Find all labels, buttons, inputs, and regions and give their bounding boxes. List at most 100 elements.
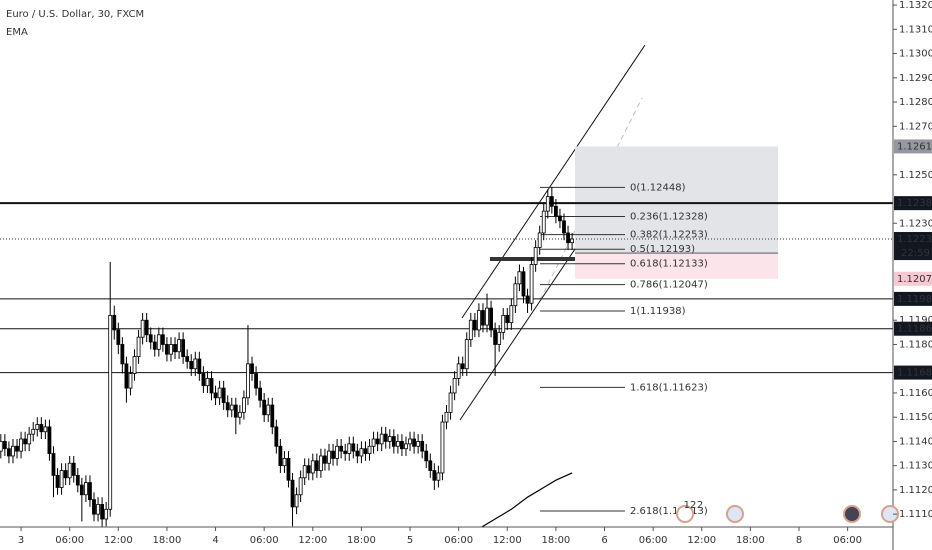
candle-body xyxy=(136,336,141,357)
price-label-box xyxy=(894,196,932,211)
candle-body xyxy=(51,453,56,476)
candle-body xyxy=(298,477,303,496)
candle-body xyxy=(359,448,364,457)
candle-body xyxy=(339,445,344,452)
candle-body xyxy=(489,307,493,331)
candle-body xyxy=(509,305,514,324)
price-label: 1.12235 xyxy=(897,234,932,245)
x-tick-label: 4 xyxy=(212,535,218,546)
y-tick-label: 1.11200 xyxy=(899,485,932,496)
y-tick-label: 1.12900 xyxy=(899,73,932,84)
candle-body xyxy=(197,358,202,374)
fib-label: 0.382(1.12253) xyxy=(630,230,708,241)
candle-body xyxy=(124,363,129,389)
price-label: 1.12383 xyxy=(897,198,932,209)
candle-body xyxy=(140,319,145,338)
candle-body xyxy=(23,438,28,445)
candle-body xyxy=(420,441,425,452)
candle-body xyxy=(408,438,412,445)
fib-label: 1(1.11938) xyxy=(630,306,686,317)
candle-body xyxy=(558,215,562,222)
candle-body xyxy=(310,460,315,474)
event-icon[interactable] xyxy=(676,505,694,523)
candle-body xyxy=(221,387,226,404)
event-icon[interactable] xyxy=(726,505,744,523)
price-label: 1.12617 xyxy=(897,141,932,152)
candle-body xyxy=(96,504,100,515)
candle-body xyxy=(379,433,384,445)
fib-label: 1.618(1.11623) xyxy=(630,382,708,393)
candle-body xyxy=(493,329,498,345)
candle-body xyxy=(432,470,437,481)
event-icon[interactable] xyxy=(843,505,861,523)
candle-body xyxy=(92,499,96,515)
candle-body xyxy=(517,271,522,285)
candle-body xyxy=(112,314,117,331)
candle-body xyxy=(375,438,380,445)
x-tick-label: 06:00 xyxy=(833,535,862,546)
candle-body xyxy=(460,363,465,370)
candle-body xyxy=(108,314,113,510)
candle-body xyxy=(79,484,84,496)
candle-body xyxy=(160,334,165,345)
candle-body xyxy=(436,472,441,481)
candle-body xyxy=(440,421,445,474)
event-icons: 12 2 xyxy=(676,500,899,523)
candle-body xyxy=(501,314,506,333)
candle-body xyxy=(497,331,502,345)
candle-body xyxy=(566,232,570,244)
candle-body xyxy=(83,482,88,496)
candle-body xyxy=(383,433,388,442)
y-tick-label: 1.11400 xyxy=(899,436,932,447)
y-tick-label: 1.12800 xyxy=(899,97,932,108)
candle-body xyxy=(156,334,161,350)
candle-body xyxy=(541,210,546,234)
candle-body xyxy=(258,387,263,401)
candle-body xyxy=(545,196,550,212)
candle-body xyxy=(302,465,307,479)
event-count: 2 xyxy=(697,500,703,511)
y-tick-label: 1.11900 xyxy=(899,315,932,326)
candle-body xyxy=(278,445,283,467)
candle-body xyxy=(152,341,157,350)
candle-body xyxy=(537,232,542,248)
candle-body xyxy=(331,450,335,459)
x-tick-label: 12:00 xyxy=(104,535,133,546)
candle-body xyxy=(165,344,169,355)
price-label-box xyxy=(894,139,932,154)
candle-body xyxy=(193,358,198,370)
candle-body xyxy=(0,441,3,452)
candle-body xyxy=(31,428,36,435)
candle-body xyxy=(205,378,210,387)
x-tick-label: 12:00 xyxy=(298,535,327,546)
candle-body xyxy=(355,450,360,457)
candle-body xyxy=(225,402,230,411)
candle-body xyxy=(533,247,538,265)
candle-body xyxy=(15,445,19,452)
fib-label: 0.5(1.12193) xyxy=(630,244,695,255)
candle-body xyxy=(327,450,331,464)
candle-body xyxy=(428,460,433,471)
candle-body xyxy=(294,494,299,508)
y-tick-label: 1.11500 xyxy=(899,412,932,423)
x-tick-label: 18:00 xyxy=(736,535,765,546)
candle-body xyxy=(173,344,177,353)
candle-body xyxy=(452,378,457,394)
event-icon[interactable] xyxy=(881,505,899,523)
candle-body xyxy=(100,504,105,520)
chart-title: Euro / U.S. Dollar, 30, FXCM xyxy=(6,9,144,20)
y-tick-label: 1.12500 xyxy=(899,170,932,181)
candle-body xyxy=(286,457,291,481)
x-tick-label: 12:00 xyxy=(687,535,716,546)
candle-body xyxy=(347,443,352,454)
candle-body xyxy=(363,448,368,454)
candle-body xyxy=(266,404,271,416)
candle-body xyxy=(521,271,526,297)
candle-body xyxy=(553,205,558,217)
y-tick-label: 1.11300 xyxy=(899,461,932,472)
x-tick-label: 18:00 xyxy=(153,535,182,546)
candle-body xyxy=(290,479,295,508)
